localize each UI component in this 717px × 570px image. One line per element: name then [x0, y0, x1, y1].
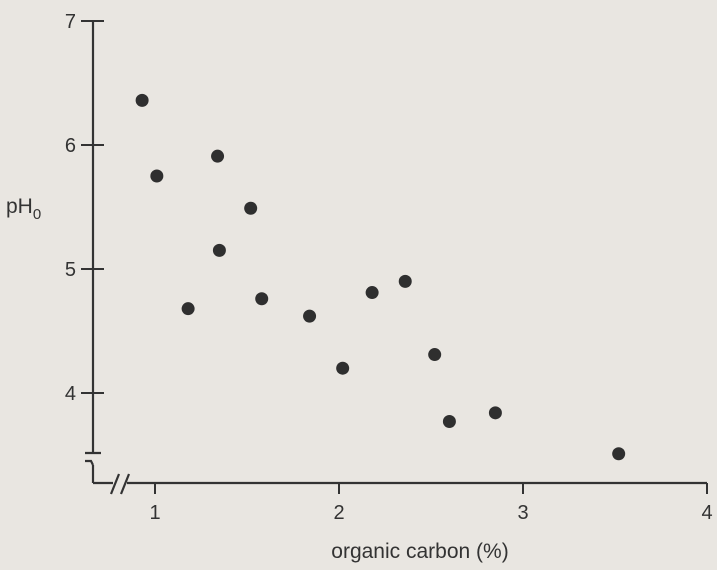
data-point [428, 348, 442, 362]
y-tick-label: 6 [65, 135, 76, 157]
x-axis-title: organic carbon (%) [331, 540, 508, 563]
data-point [212, 243, 226, 257]
x-tick-label: 3 [517, 502, 528, 524]
x-tick-label: 2 [333, 502, 344, 524]
x-axis-break [109, 473, 131, 495]
x-tick-label: 1 [149, 502, 160, 524]
data-point [135, 93, 149, 107]
y-tick-label: 5 [65, 259, 76, 281]
data-point [150, 169, 164, 183]
y-axis-title: pH0 [6, 195, 41, 223]
data-point [255, 292, 269, 306]
data-point [211, 149, 225, 163]
ticks: 1 2 3 4 4 5 6 7 [65, 11, 713, 524]
y-axis-title-main: pH [6, 195, 33, 218]
y-axis-break [85, 451, 101, 466]
data-point [612, 447, 626, 461]
data-point [365, 286, 379, 300]
data-points [135, 93, 626, 461]
axes [85, 20, 707, 495]
y-tick-label: 7 [65, 11, 76, 33]
y-axis-title-subscript: 0 [33, 206, 41, 223]
data-point [303, 309, 317, 323]
data-point [244, 201, 258, 215]
x-tick-label: 4 [701, 502, 712, 524]
data-point [488, 406, 502, 420]
y-tick-label: 4 [65, 383, 76, 405]
data-point [181, 302, 195, 316]
data-point [336, 361, 350, 375]
data-point [398, 274, 412, 288]
data-point [442, 415, 456, 429]
